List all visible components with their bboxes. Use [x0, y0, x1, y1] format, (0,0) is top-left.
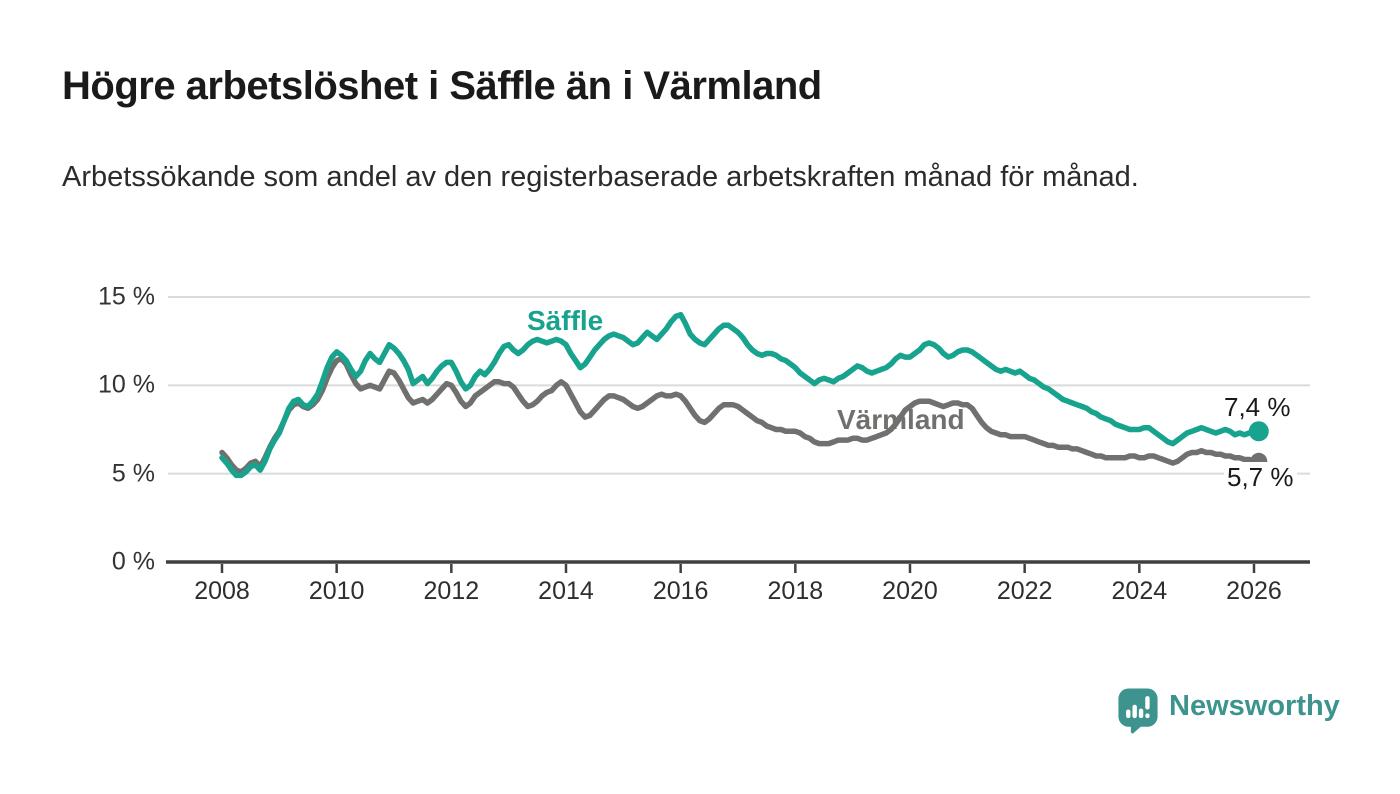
newsworthy-logo-icon	[1118, 688, 1158, 734]
x-axis-tick-label: 2010	[308, 577, 365, 605]
newsworthy-logo-text: Newsworthy	[1169, 690, 1340, 722]
x-axis-tick-label: 2026	[1226, 577, 1282, 605]
end-value-varmland: 5,7 %	[1224, 462, 1297, 493]
x-axis-tick-label: 2014	[538, 577, 594, 605]
y-axis-tick-label: 5 %	[111, 459, 155, 488]
x-axis-tick-label: 2020	[882, 577, 938, 605]
newsworthy-branding: Newsworthy	[1117, 687, 1340, 734]
x-axis-tick-label: 2016	[652, 577, 709, 605]
end-value-saffle: 7,4 %	[1224, 392, 1291, 422]
x-axis-tick-label: 2012	[423, 577, 480, 605]
x-axis-tick-label: 2022	[996, 577, 1053, 605]
series-label-saffle: Säffle	[527, 305, 604, 336]
x-axis-tick-label: 2008	[194, 577, 250, 605]
y-axis-tick-label: 10 %	[98, 370, 155, 399]
chart-title: Högre arbetslöshet i Säffle än i Värmlan…	[62, 64, 822, 108]
chart-subtitle: Arbetssökande som andel av den registerb…	[62, 161, 1139, 193]
x-axis-tick-label: 2018	[767, 577, 824, 605]
y-axis-tick-label: 15 %	[98, 282, 155, 311]
y-axis-tick-label: 0 %	[111, 547, 155, 576]
series-label-varmland: Värmland	[837, 404, 965, 435]
x-axis-tick-label: 2024	[1111, 577, 1168, 605]
